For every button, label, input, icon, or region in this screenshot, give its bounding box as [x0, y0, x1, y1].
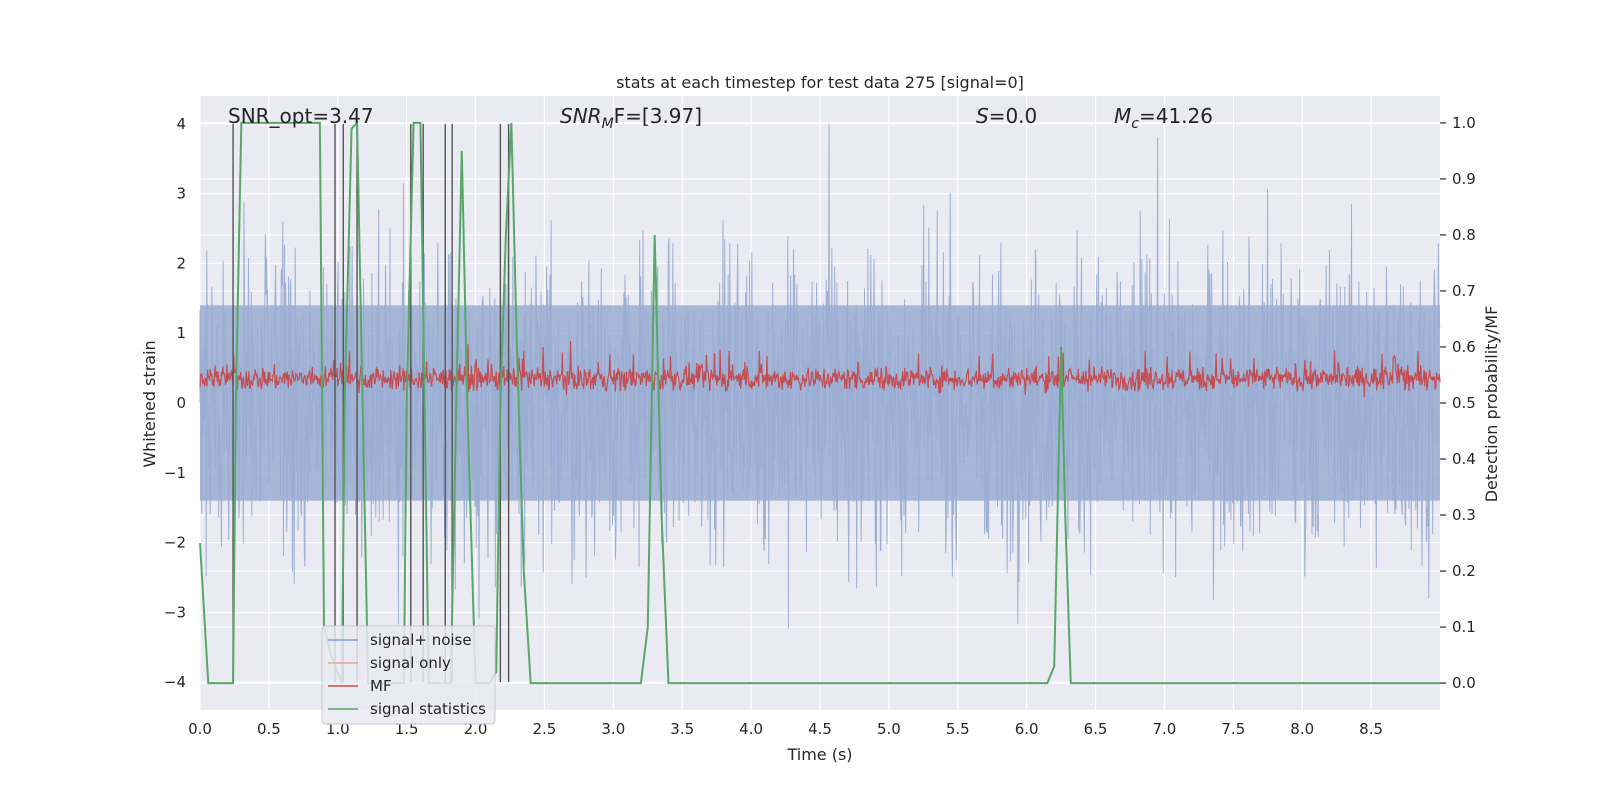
x-tick-label: 8.5	[1359, 720, 1383, 738]
s-suffix: =0.0	[989, 104, 1038, 128]
legend: signal+ noise signal only MF signal stat…	[321, 625, 496, 725]
right-y-tick-label: 1.0	[1452, 114, 1476, 132]
left-y-tick-label: 4	[176, 115, 186, 133]
snr-mf-annotation: SNRMF=[3.97]	[560, 104, 702, 132]
right-y-tick-label: 0.6	[1452, 338, 1476, 356]
x-tick-label: 0.0	[188, 720, 212, 738]
right-y-tick-label: 0.2	[1452, 562, 1476, 580]
left-y-tick-label: 2	[176, 254, 186, 272]
x-tick-label: 8.0	[1290, 720, 1314, 738]
x-axis-label: Time (s)	[786, 745, 852, 764]
chart-title: stats at each timestep for test data 275…	[616, 73, 1024, 92]
mc-annotation: Mc=41.26	[1114, 104, 1213, 132]
left-y-tick-label: −1	[164, 464, 186, 482]
right-y-tick-label: 0.5	[1452, 394, 1476, 412]
snr-mf-prefix: SNR	[560, 104, 602, 128]
left-y-axis-label: Whitened strain	[140, 340, 159, 467]
left-y-tick-label: 0	[176, 394, 186, 412]
legend-label-mf: MF	[370, 677, 392, 695]
right-y-tick-label: 0.9	[1452, 170, 1476, 188]
mc-prefix: M	[1114, 104, 1131, 128]
s-annotation: S=0.0	[976, 104, 1037, 128]
mc-subscript: c	[1131, 116, 1139, 132]
x-tick-label: 6.0	[1015, 720, 1039, 738]
legend-box	[321, 625, 496, 725]
snr-opt-annotation: SNR_opt=3.47	[228, 104, 374, 128]
legend-label-signal-statistics: signal statistics	[370, 700, 486, 718]
x-tick-label: 7.5	[1221, 720, 1245, 738]
right-y-tick-label: 0.0	[1452, 674, 1476, 692]
right-y-axis-label: Detection probability/MF	[1482, 306, 1501, 503]
x-tick-label: 4.5	[808, 720, 832, 738]
x-tick-label: 5.5	[946, 720, 970, 738]
x-tick-label: 5.0	[877, 720, 901, 738]
snr-mf-subscript: M	[602, 116, 614, 132]
right-y-tick-label: 0.3	[1452, 506, 1476, 524]
snr-mf-suffix: F=[3.97]	[614, 104, 702, 128]
left-y-tick-label: −4	[164, 673, 186, 691]
left-y-tick-label: 1	[176, 324, 186, 342]
legend-label-signal-noise: signal+ noise	[370, 631, 472, 649]
x-tick-label: 4.0	[739, 720, 763, 738]
left-y-tick-label: −2	[164, 534, 186, 552]
x-tick-label: 3.5	[670, 720, 694, 738]
legend-label-signal-only: signal only	[370, 654, 451, 672]
right-y-tick-label: 0.1	[1452, 618, 1476, 636]
x-tick-label: 2.5	[533, 720, 557, 738]
right-y-tick-label: 0.8	[1452, 226, 1476, 244]
right-y-tick-label: 0.7	[1452, 282, 1476, 300]
left-y-tick-label: −3	[164, 603, 186, 621]
x-tick-label: 3.0	[601, 720, 625, 738]
x-tick-label: 7.0	[1153, 720, 1177, 738]
x-tick-label: 0.5	[257, 720, 281, 738]
left-y-axis-ticks: 4 3 2 1 0 −1 −2 −3 −4	[164, 115, 186, 691]
x-tick-label: 6.5	[1084, 720, 1108, 738]
signal-noise-dense-band	[200, 305, 1440, 501]
mc-suffix: =41.26	[1139, 104, 1213, 128]
right-y-axis-ticks: 1.0 0.9 0.8 0.7 0.6 0.5 0.4 0.3 0.2 0.1 0.0	[1440, 114, 1476, 692]
right-y-tick-label: 0.4	[1452, 450, 1476, 468]
left-y-tick-label: 3	[176, 185, 186, 203]
s-prefix: S	[976, 104, 989, 128]
